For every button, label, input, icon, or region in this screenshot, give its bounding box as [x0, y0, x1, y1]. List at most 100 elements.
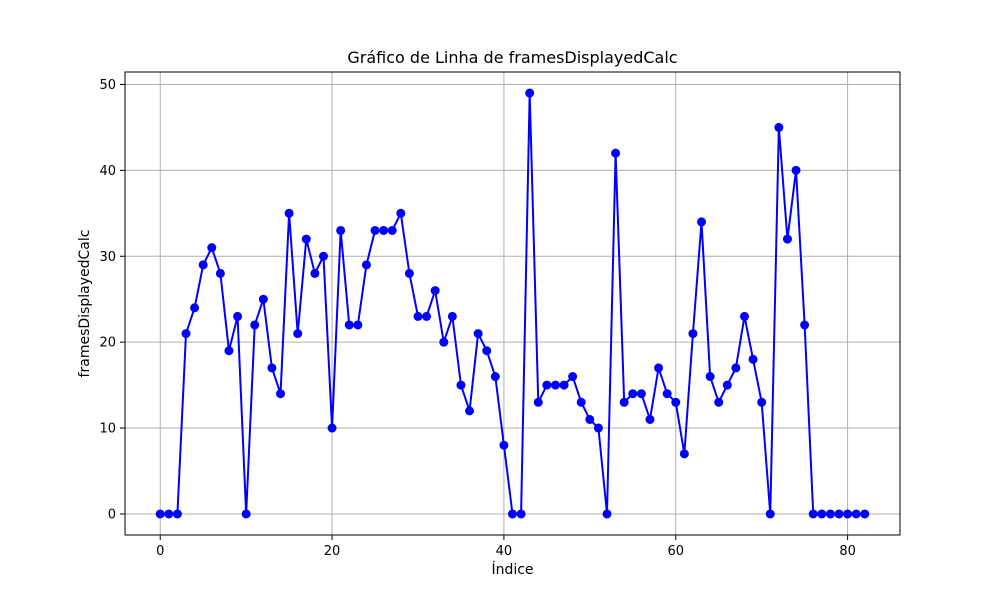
data-point: [164, 509, 174, 519]
data-point: [808, 509, 818, 519]
data-point: [327, 423, 337, 433]
data-point: [697, 217, 707, 227]
data-point: [473, 329, 483, 339]
data-point: [645, 414, 655, 424]
series: [155, 88, 870, 519]
data-point: [525, 88, 535, 98]
data-point: [224, 346, 234, 356]
data-point: [181, 329, 191, 339]
data-point: [585, 414, 595, 424]
y-axis-label: framesDisplayedCalc: [77, 230, 93, 378]
data-point: [198, 260, 208, 270]
x-tick-label: 80: [839, 544, 856, 559]
data-point: [396, 208, 406, 218]
data-point: [353, 320, 363, 330]
data-point: [817, 509, 827, 519]
data-point: [490, 372, 500, 382]
data-point: [654, 363, 664, 373]
series-line: [160, 92, 865, 515]
data-point: [370, 225, 380, 235]
data-point: [344, 320, 354, 330]
data-point: [602, 509, 612, 519]
x-axis-label: Índice: [491, 561, 533, 578]
data-point: [465, 406, 475, 416]
data-point: [800, 320, 810, 330]
y-tick-label: 0: [108, 507, 116, 522]
data-point: [568, 372, 578, 382]
data-point: [748, 354, 758, 364]
data-point: [318, 251, 328, 261]
data-point: [576, 397, 586, 407]
data-point: [825, 509, 835, 519]
data-point: [447, 311, 457, 321]
y-tick-label: 20: [99, 336, 116, 351]
data-point: [413, 311, 423, 321]
data-point: [559, 380, 569, 390]
data-point: [422, 311, 432, 321]
data-point: [172, 509, 182, 519]
x-tick-label: 0: [156, 544, 164, 559]
data-point: [310, 268, 320, 278]
data-point: [679, 449, 689, 459]
data-point: [662, 389, 672, 399]
data-point: [628, 389, 638, 399]
data-point: [757, 397, 767, 407]
y-tick-label: 50: [99, 78, 116, 93]
data-point: [636, 389, 646, 399]
y-tick-label: 40: [99, 164, 116, 179]
data-point: [516, 509, 526, 519]
y-tick-label: 30: [99, 250, 116, 265]
data-point: [731, 363, 741, 373]
data-point: [774, 122, 784, 132]
data-point: [387, 225, 397, 235]
data-point: [714, 397, 724, 407]
data-point: [456, 380, 466, 390]
chart-title: Gráfico de Linha de framesDisplayedCalc: [347, 48, 677, 67]
data-point: [250, 320, 260, 330]
data-point: [619, 397, 629, 407]
data-point: [190, 303, 200, 313]
data-point: [482, 346, 492, 356]
data-point: [705, 372, 715, 382]
data-point: [207, 243, 217, 253]
data-point: [499, 440, 509, 450]
data-point: [361, 260, 371, 270]
data-point: [215, 268, 225, 278]
data-point: [241, 509, 251, 519]
data-point: [276, 389, 286, 399]
data-point: [722, 380, 732, 390]
data-point: [843, 509, 853, 519]
data-point: [233, 311, 243, 321]
data-point: [430, 286, 440, 296]
data-point: [688, 329, 698, 339]
data-point: [301, 234, 311, 244]
plot-frame: [124, 71, 901, 536]
x-tick-label: 60: [667, 544, 684, 559]
data-point: [293, 329, 303, 339]
data-point: [267, 363, 277, 373]
axis-ticks: 0 20 40 60 80 0 10 20 30 40 50: [99, 78, 855, 559]
data-point: [791, 165, 801, 175]
data-point: [782, 234, 792, 244]
data-point: [379, 225, 389, 235]
data-point: [404, 268, 414, 278]
data-point: [834, 509, 844, 519]
x-tick-label: 40: [496, 544, 513, 559]
data-point: [851, 509, 861, 519]
data-point: [533, 397, 543, 407]
data-point: [739, 311, 749, 321]
data-point: [336, 225, 346, 235]
data-point: [611, 148, 621, 158]
data-point: [542, 380, 552, 390]
grid: [125, 72, 900, 535]
data-point: [258, 294, 268, 304]
data-point: [765, 509, 775, 519]
data-point: [860, 509, 870, 519]
data-point: [593, 423, 603, 433]
data-point: [508, 509, 517, 519]
data-point: [439, 337, 449, 347]
x-tick-label: 20: [324, 544, 341, 559]
data-point: [155, 509, 165, 519]
data-point: [550, 380, 560, 390]
